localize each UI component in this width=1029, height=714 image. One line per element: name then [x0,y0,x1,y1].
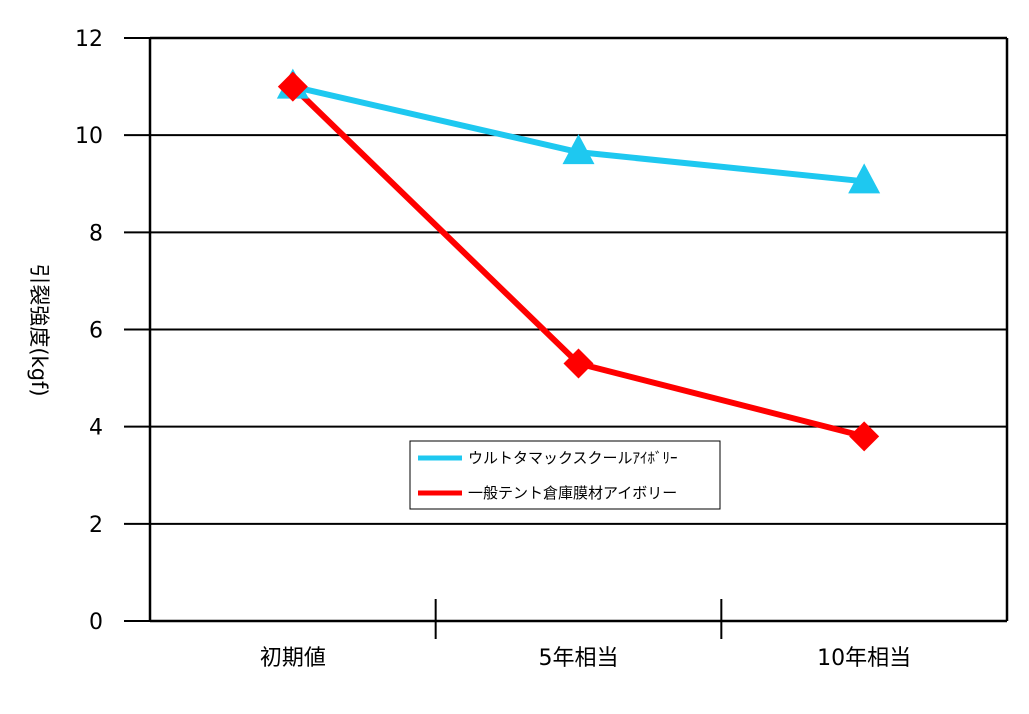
y-tick-label: 6 [89,319,103,344]
y-tick-label: 2 [89,513,103,538]
data-point-series-1 [562,134,595,165]
legend-label-series-2: 一般テント倉庫膜材アイボリー [468,484,677,502]
y-axis-label: 引裂強度(kgf) [27,263,51,396]
y-tick-label: 0 [89,610,103,635]
x-category-label: 初期値 [260,646,326,671]
axes [124,36,1009,639]
data-point-series-2 [277,71,308,102]
y-tick-label: 8 [89,221,103,246]
data-point-series-2 [849,421,880,452]
y-tick-label: 12 [75,27,103,52]
data-point-series-2 [563,348,594,379]
y-tick-label: 4 [89,416,103,441]
x-category-labels: 初期値 5年相当 10年相当 [260,646,911,671]
legend-label-series-1: ウルトタマックスクールｱｲﾎﾞﾘｰ [468,449,678,467]
y-tick-label: 10 [75,124,103,149]
y-tick-labels: 0 2 4 6 8 10 12 [75,27,103,635]
legend: ウルトタマックスクールｱｲﾎﾞﾘｰ 一般テント倉庫膜材アイボリー [409,440,721,510]
x-category-label: 10年相当 [817,646,911,671]
data-point-series-1 [848,163,881,194]
x-category-label: 5年相当 [539,646,619,671]
legend-box [409,440,721,510]
series [276,68,881,452]
